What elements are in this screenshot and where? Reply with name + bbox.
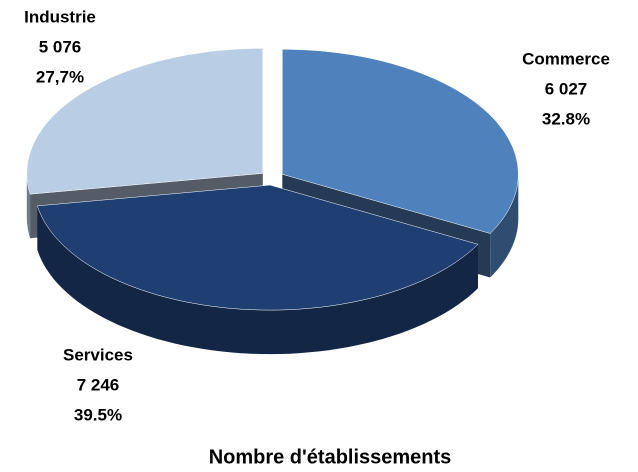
data-label-percent: 27,7%: [36, 67, 84, 86]
slice: [26, 48, 264, 195]
data-label-value: 7 246: [77, 375, 120, 394]
slice: [37, 184, 479, 311]
slice-side: [490, 174, 519, 278]
data-label-value: 5 076: [39, 37, 82, 56]
slice-side: [37, 205, 479, 355]
data-label-name: Commerce: [522, 49, 610, 68]
data-label-percent: 39.5%: [74, 405, 122, 424]
data-label-percent: 32.8%: [542, 109, 590, 128]
chart-title: Nombre d'établissements: [209, 446, 452, 468]
data-label-name: Services: [63, 345, 133, 364]
data-label-value: 6 027: [545, 79, 588, 98]
slice: [282, 49, 519, 234]
slice-side: [26, 173, 31, 239]
data-label-name: Industrie: [24, 7, 96, 26]
